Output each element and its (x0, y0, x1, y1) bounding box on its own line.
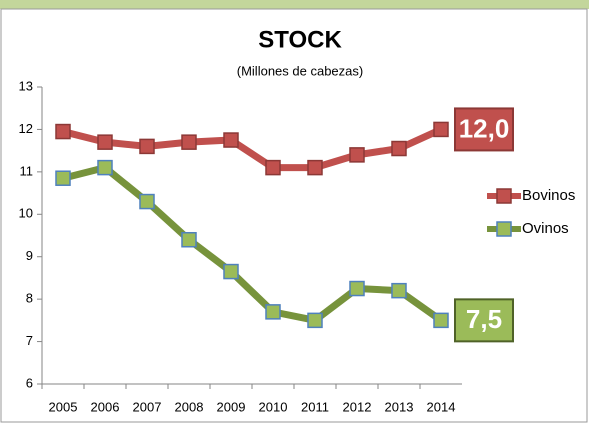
y-tick-label: 7 (26, 333, 33, 348)
data-point (307, 312, 323, 329)
legend-marker (496, 188, 512, 204)
data-point (97, 159, 113, 176)
y-tick-label: 8 (26, 291, 33, 306)
y-tick-label: 9 (26, 248, 33, 263)
legend-label: Bovinos (522, 187, 575, 204)
data-point (433, 121, 449, 138)
y-tick-label: 13 (19, 78, 33, 93)
data-point (139, 138, 155, 155)
data-point (307, 159, 323, 176)
y-tick-label: 11 (20, 163, 34, 178)
data-point (265, 304, 281, 320)
data-label: 7,5 (466, 304, 502, 334)
data-point (55, 170, 71, 186)
y-tick-label: 10 (19, 206, 33, 221)
data-point (181, 134, 197, 150)
data-point (391, 282, 407, 299)
data-point (139, 193, 155, 210)
x-tick-label: 2010 (259, 399, 288, 414)
data-label-box (454, 298, 514, 343)
x-tick-label: 2008 (175, 399, 204, 414)
x-tick-label: 2012 (343, 399, 372, 414)
data-point (349, 147, 365, 163)
chart-frame (0, 8, 588, 423)
x-tick-label: 2009 (217, 399, 246, 414)
series-line (62, 126, 443, 172)
x-tick-label: 2011 (301, 399, 329, 414)
data-point (223, 132, 239, 148)
data-point (223, 263, 239, 280)
data-label-box (454, 107, 514, 152)
data-point (391, 140, 407, 157)
x-tick-label: 2014 (427, 399, 456, 414)
data-point (97, 134, 113, 150)
x-tick-label: 2007 (133, 399, 162, 414)
y-tick-label: 12 (19, 121, 33, 136)
data-point (349, 280, 365, 297)
data-label: 12,0 (459, 113, 510, 143)
legend-label: Ovinos (522, 220, 569, 237)
y-tick-label: 6 (26, 375, 33, 390)
data-point (181, 231, 197, 248)
data-point (265, 159, 281, 176)
x-tick-label: 2005 (49, 399, 78, 414)
top-strip (0, 0, 589, 9)
data-point (55, 123, 71, 140)
legend-marker (496, 221, 512, 237)
chart-subtitle: (Millones de cabezas) (237, 63, 363, 78)
x-tick-label: 2006 (91, 399, 120, 414)
chart-title: STOCK (258, 26, 342, 53)
data-point (433, 312, 449, 329)
x-tick-label: 2013 (385, 399, 414, 414)
series-line (62, 164, 444, 324)
